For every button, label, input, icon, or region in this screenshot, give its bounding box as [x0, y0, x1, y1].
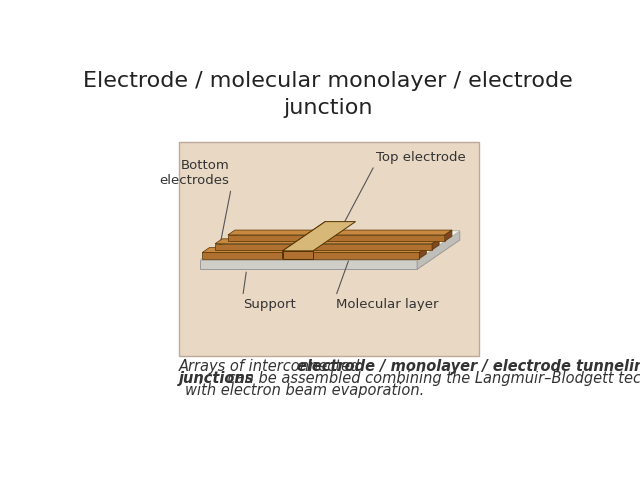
Polygon shape [215, 239, 439, 244]
Polygon shape [202, 248, 426, 252]
Text: Top electrode: Top electrode [376, 151, 466, 164]
Text: junctions: junctions [179, 371, 255, 386]
Text: electrode / monolayer / electrode tunneling: electrode / monolayer / electrode tunnel… [297, 360, 640, 374]
Text: can be assembled combining the Langmuir–Blodgett technique: can be assembled combining the Langmuir–… [223, 371, 640, 386]
Polygon shape [283, 222, 356, 251]
Polygon shape [417, 231, 460, 269]
Bar [179, 142, 479, 356]
Text: Arrays of interconnected: Arrays of interconnected [179, 360, 365, 374]
Polygon shape [202, 252, 419, 259]
Text: with electron beam evaporation.: with electron beam evaporation. [186, 383, 425, 397]
Text: Bottom
electrodes: Bottom electrodes [160, 159, 230, 187]
Polygon shape [445, 230, 452, 241]
Polygon shape [419, 248, 426, 259]
Polygon shape [432, 239, 439, 250]
Polygon shape [200, 231, 460, 260]
Polygon shape [228, 235, 445, 241]
Polygon shape [283, 222, 325, 259]
Polygon shape [200, 231, 460, 260]
Polygon shape [215, 244, 432, 250]
Polygon shape [228, 230, 452, 235]
Polygon shape [200, 260, 417, 269]
Text: Support: Support [243, 298, 296, 311]
Text: Electrode / molecular monolayer / electrode
junction: Electrode / molecular monolayer / electr… [83, 72, 573, 118]
Text: Molecular layer: Molecular layer [336, 298, 438, 311]
Polygon shape [283, 251, 313, 259]
